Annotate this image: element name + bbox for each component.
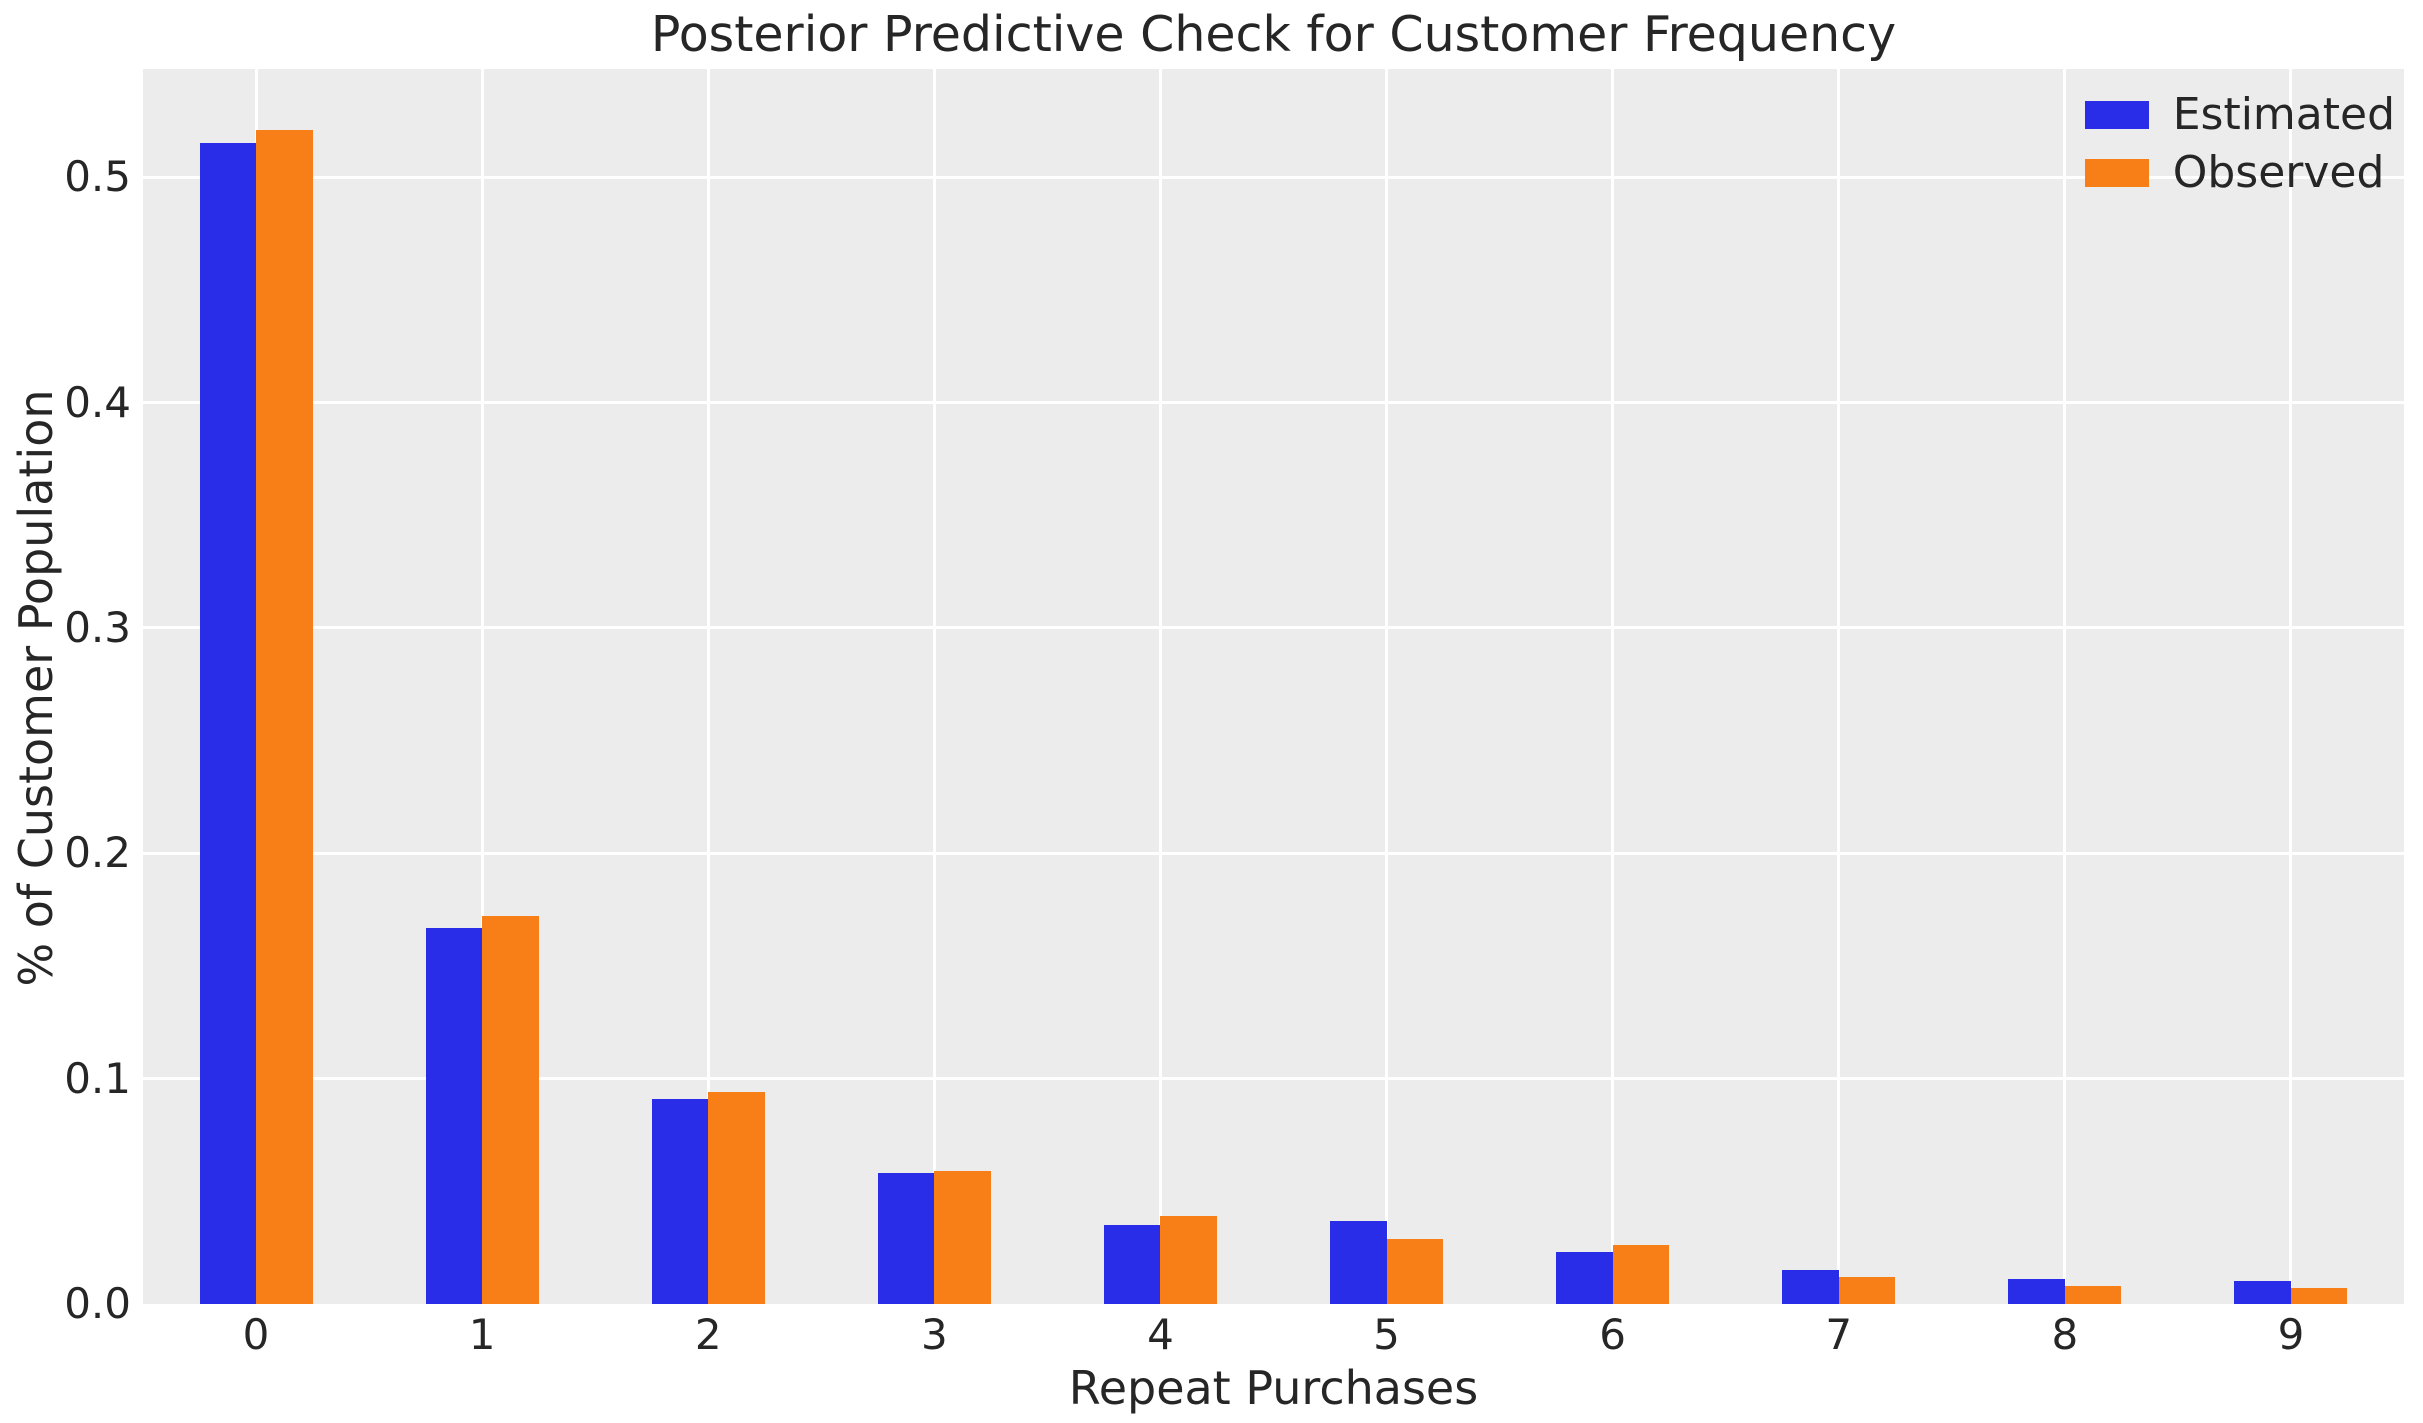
xtick-label-3: 3 (920, 1310, 948, 1359)
gridline-v-9 (2289, 69, 2293, 1304)
gridline-v-5 (1385, 69, 1389, 1304)
plot-area (143, 69, 2404, 1304)
ytick-label-0.1: 0.1 (64, 1053, 131, 1103)
bar-observed-1 (482, 916, 539, 1304)
ytick-label-0.0: 0.0 (64, 1279, 131, 1328)
bar-estimated-3 (877, 1173, 935, 1304)
ytick-label-0.5: 0.5 (64, 152, 131, 202)
legend-item-observed: Observed (2084, 147, 2395, 198)
bar-estimated-9 (2234, 1281, 2291, 1304)
x-axis-label: Repeat Purchases (1068, 1361, 1479, 1415)
bar-observed-8 (2064, 1285, 2122, 1304)
bar-observed-9 (2290, 1288, 2348, 1304)
xtick-label-8: 8 (2051, 1310, 2079, 1359)
bar-observed-5 (1386, 1238, 1444, 1304)
gridline-v-7 (1837, 69, 1841, 1304)
gridline-h-0.3 (143, 626, 2404, 630)
xtick-label-2: 2 (694, 1310, 722, 1359)
bar-estimated-4 (1103, 1225, 1161, 1304)
gridline-v-3 (932, 69, 936, 1304)
xtick-label-6: 6 (1599, 1310, 1626, 1359)
gridline-v-8 (2063, 69, 2067, 1304)
xtick-label-9: 9 (2277, 1310, 2305, 1359)
ytick-label-0.3: 0.3 (64, 602, 131, 652)
gridline-h-0.5 (143, 175, 2404, 179)
bar-observed-3 (934, 1171, 991, 1304)
bar-observed-6 (1612, 1245, 1670, 1304)
gridline-h-0.2 (143, 851, 2404, 855)
xtick-label-7: 7 (1825, 1310, 1853, 1359)
bar-estimated-1 (425, 927, 483, 1304)
bar-estimated-6 (1556, 1252, 1613, 1304)
legend-swatch-observed (2084, 159, 2149, 187)
xtick-label-0: 0 (242, 1310, 270, 1359)
bar-estimated-2 (651, 1098, 709, 1304)
legend-label-observed: Observed (2172, 147, 2385, 198)
bar-estimated-7 (1782, 1270, 1839, 1304)
legend-label-estimated: Estimated (2172, 89, 2395, 140)
gridline-h-0.4 (143, 401, 2404, 405)
ytick-label-0.4: 0.4 (64, 377, 131, 427)
xtick-label-4: 4 (1147, 1310, 1174, 1359)
legend: Estimated Observed (2084, 89, 2395, 198)
gridline-v-2 (706, 69, 710, 1304)
legend-item-estimated: Estimated (2084, 89, 2395, 140)
bar-observed-2 (708, 1092, 765, 1304)
legend-swatch-estimated (2084, 101, 2149, 129)
bar-observed-4 (1160, 1216, 1217, 1304)
gridline-v-4 (1158, 69, 1162, 1304)
bar-estimated-8 (2008, 1279, 2065, 1304)
bar-estimated-5 (1330, 1220, 1387, 1304)
ytick-label-0.2: 0.2 (64, 828, 131, 878)
xtick-label-5: 5 (1373, 1310, 1400, 1359)
gridline-h-0.1 (143, 1077, 2404, 1081)
chart-title: Posterior Predictive Check for Customer … (650, 6, 1897, 63)
gridline-v-6 (1611, 69, 1615, 1304)
bar-observed-0 (256, 129, 313, 1304)
bar-observed-7 (1838, 1276, 1896, 1304)
y-axis-label: % of Customer Population (9, 389, 63, 987)
gridline-v-1 (480, 69, 484, 1304)
bar-estimated-0 (199, 143, 257, 1304)
xtick-label-1: 1 (468, 1310, 496, 1359)
